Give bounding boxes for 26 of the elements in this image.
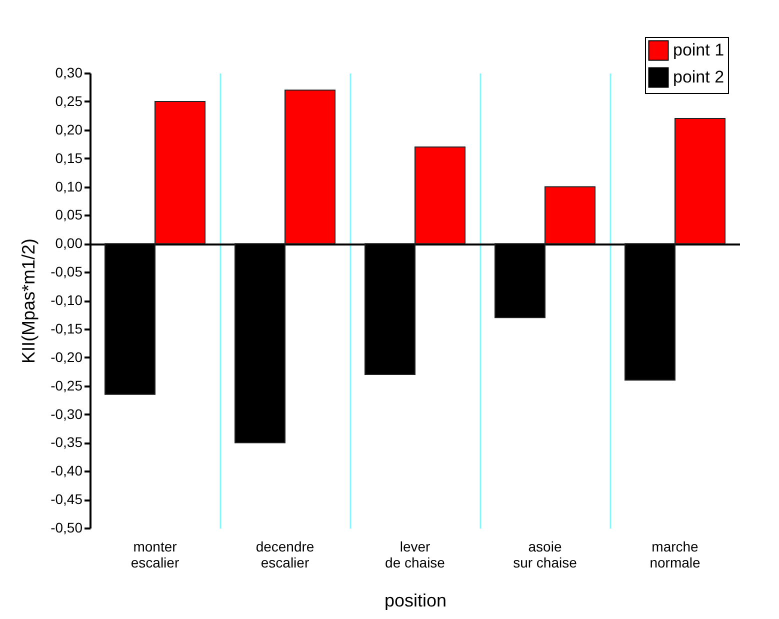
y-tick-label: 0,10 [55, 178, 83, 194]
y-tick-label: 0,20 [55, 121, 83, 138]
y-tick-label: -0,35 [50, 434, 83, 450]
legend-label: point 1 [673, 40, 724, 60]
y-tick-label: 0,30 [55, 64, 83, 80]
x-tick-label: asoie sur chaise [513, 538, 578, 570]
y-tick-label: 0,25 [55, 92, 83, 109]
y-tick-label: -0,45 [50, 491, 83, 508]
y-tick-label: -0,25 [50, 377, 83, 394]
y-tick-label: -0,10 [50, 292, 83, 308]
y-tick-label: 0,05 [55, 206, 83, 223]
x-axis-title: position [384, 590, 447, 610]
y-tick-label: -0,30 [50, 406, 83, 422]
x-tick-label: marche normale [650, 538, 700, 570]
y-tick-label: 0,00 [55, 235, 83, 252]
legend-label: point 2 [673, 68, 724, 86]
x-tick-label: lever de chaise [385, 538, 446, 570]
y-tick-label: -0,20 [50, 348, 83, 365]
y-tick-label: -0,15 [50, 320, 83, 336]
y-tick-label: -0,50 [50, 520, 83, 536]
y-tick-label: -0,05 [50, 264, 83, 280]
y-tick-label: -0,40 [50, 462, 83, 479]
y-axis-title: KII(Mpas*m1/2) [18, 238, 39, 364]
x-tick-label: monter escalier [130, 538, 180, 570]
y-tick-label: 0,15 [55, 150, 83, 166]
x-tick-label: decendre escalier [256, 538, 314, 570]
